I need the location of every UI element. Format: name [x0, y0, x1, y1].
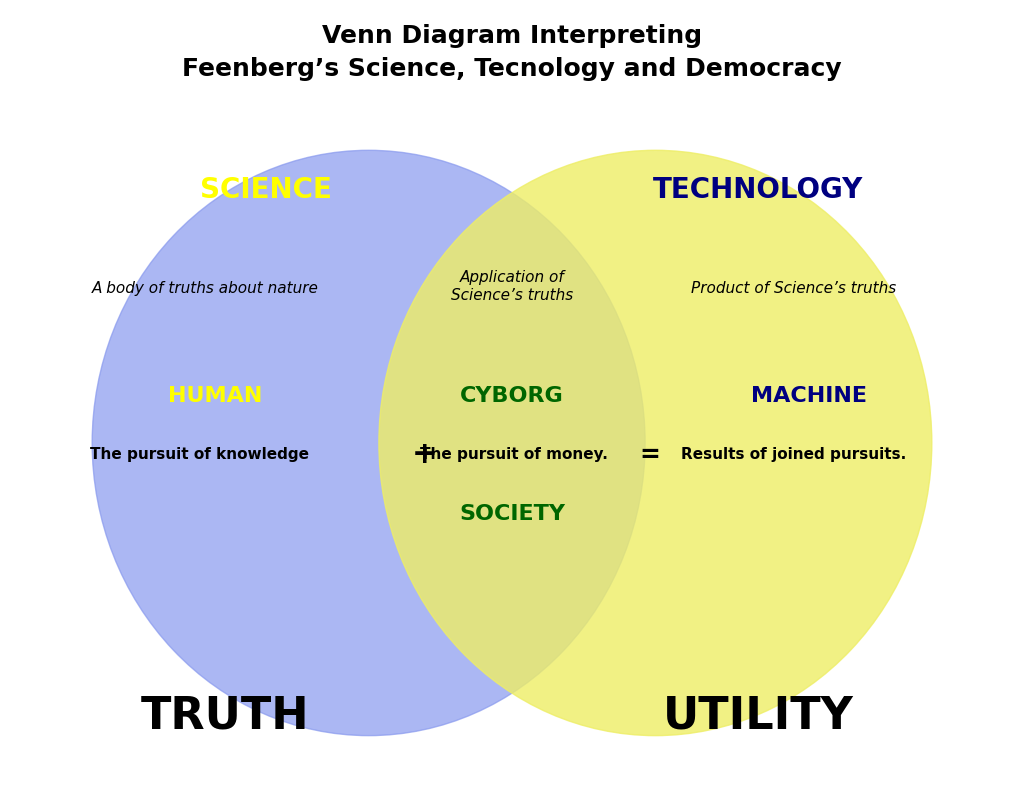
Text: SCIENCE: SCIENCE — [201, 176, 332, 204]
Text: Venn Diagram Interpreting
Feenberg’s Science, Tecnology and Democracy: Venn Diagram Interpreting Feenberg’s Sci… — [182, 24, 842, 81]
Ellipse shape — [92, 150, 645, 736]
Text: =: = — [640, 443, 660, 467]
Text: SOCIETY: SOCIETY — [459, 504, 565, 524]
Text: TRUTH: TRUTH — [141, 694, 309, 737]
Text: The pursuit of money.: The pursuit of money. — [420, 448, 608, 462]
Text: UTILITY: UTILITY — [663, 694, 853, 737]
Ellipse shape — [379, 150, 932, 736]
Text: +: + — [412, 441, 438, 469]
Text: TECHNOLOGY: TECHNOLOGY — [652, 176, 863, 204]
Text: Application of
Science’s truths: Application of Science’s truths — [451, 271, 573, 302]
Text: HUMAN: HUMAN — [168, 385, 262, 406]
Text: A body of truths about nature: A body of truths about nature — [91, 282, 318, 296]
Text: The pursuit of knowledge: The pursuit of knowledge — [90, 448, 309, 462]
Text: Product of Science’s truths: Product of Science’s truths — [691, 282, 896, 296]
Text: Results of joined pursuits.: Results of joined pursuits. — [681, 448, 906, 462]
Text: CYBORG: CYBORG — [460, 385, 564, 406]
Text: MACHINE: MACHINE — [751, 385, 867, 406]
